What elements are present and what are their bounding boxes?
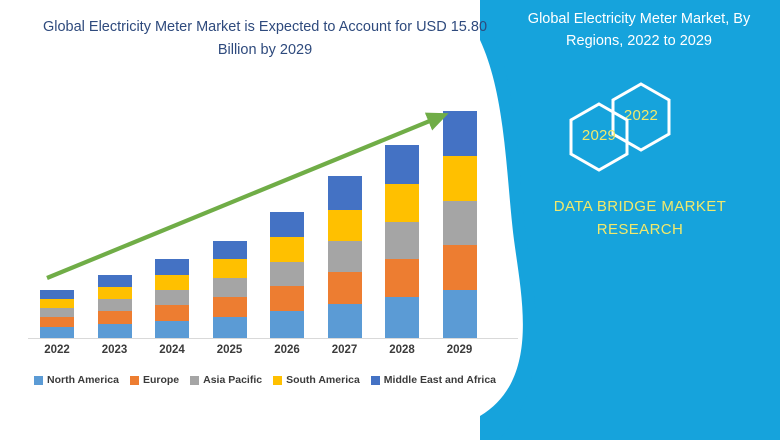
x-axis-tick-2023: 2023 (101, 344, 128, 356)
x-axis-line (28, 338, 518, 339)
legend-label: Middle East and Africa (383, 374, 497, 386)
chart-legend: North America Europe Asia Pacific South Ame… (0, 374, 530, 386)
legend-swatch-icon (129, 375, 139, 385)
bar-segment (385, 259, 419, 297)
bar-segment (40, 327, 74, 338)
bar-segment (270, 262, 304, 286)
x-axis-tick-2028: 2028 (389, 344, 415, 356)
brand-panel-shape (480, 0, 780, 440)
hexagon-2022-label: 2022 (623, 107, 659, 124)
bar-2026 (270, 212, 304, 338)
legend-item-4[interactable]: Middle East and Africa (370, 374, 497, 386)
bar-segment (327, 241, 362, 272)
hexagon-2029-label: 2029 (581, 127, 617, 144)
bar-segment (40, 290, 74, 299)
bar-segment (442, 290, 477, 338)
bar-segment (97, 275, 132, 287)
hexagon-badge-group: 2022 2029 (550, 82, 750, 176)
x-axis-tick-2029: 2029 (446, 344, 473, 356)
bar-segment (155, 275, 189, 290)
bar-segment (155, 321, 189, 338)
bar-segment (327, 304, 362, 338)
hexagon-icon (611, 82, 671, 152)
bar-segment (97, 324, 132, 338)
bar-segment (40, 317, 74, 327)
legend-label: Europe (142, 374, 180, 386)
bar-segment (212, 317, 247, 338)
brand-title: Global Electricity Meter Market, By Regi… (527, 11, 751, 50)
bar-segment (155, 305, 189, 321)
bar-segment (270, 286, 304, 311)
bar-segment (97, 287, 132, 299)
bar-2024 (155, 259, 189, 338)
bar-segment (385, 297, 419, 338)
bar-segment (385, 184, 419, 222)
legend-item-0[interactable]: North America (33, 374, 119, 386)
bar-segment (327, 272, 362, 304)
bar-segment (270, 311, 304, 338)
bar-segment (270, 237, 304, 262)
hexagon-2022: 2022 (610, 82, 672, 152)
bar-segment (385, 145, 419, 184)
bar-segment (442, 111, 477, 156)
bar-segment (442, 156, 477, 201)
bar-segment (212, 297, 247, 317)
bar-segment (40, 308, 74, 317)
bar-2022 (40, 290, 74, 338)
legend-swatch-icon (33, 375, 43, 385)
x-axis-labels: 2022 2023 2024 2025 2026 2027 2028 2029 (0, 344, 540, 366)
bar-segment (155, 259, 189, 275)
legend-label: North America (46, 374, 119, 386)
bar-2023 (97, 275, 132, 338)
bar-2027 (327, 176, 362, 338)
legend-swatch-icon (370, 375, 380, 385)
bar-segment (97, 299, 132, 311)
hexagon-icon (569, 102, 629, 172)
bar-segment (212, 241, 247, 259)
legend-swatch-icon (190, 375, 200, 385)
bar-segment (97, 311, 132, 324)
x-axis-tick-2024: 2024 (159, 344, 185, 356)
bar-segment (442, 201, 477, 245)
legend-label: Asia Pacific (203, 374, 263, 386)
brand-panel: Global Electricity Meter Market, By Regi… (480, 0, 780, 440)
bar-2025 (212, 241, 247, 338)
bar-segment (155, 290, 189, 305)
legend-item-3[interactable]: South America (273, 374, 360, 386)
bar-segment (327, 176, 362, 210)
legend-label: South America (286, 374, 360, 386)
bar-segment (385, 222, 419, 259)
x-axis-tick-2022: 2022 (44, 344, 70, 356)
legend-item-1[interactable]: Europe (129, 374, 180, 386)
bar-2029 (442, 111, 477, 338)
chart-title: Global Electricity Meter Market is Expec… (42, 19, 488, 59)
bar-segment (212, 278, 247, 297)
bar-segment (40, 299, 74, 308)
legend-item-2[interactable]: Asia Pacific (190, 374, 262, 386)
bar-segment (442, 245, 477, 290)
x-axis-tick-2027: 2027 (331, 344, 358, 356)
brand-content: Global Electricity Meter Market, By Regi… (480, 0, 780, 440)
legend-swatch-icon (273, 375, 283, 385)
x-axis-tick-2025: 2025 (216, 344, 243, 356)
bar-segment (270, 212, 304, 237)
bar-2028 (385, 145, 419, 338)
brand-name: DATA BRIDGE MARKET RESEARCH (553, 198, 727, 238)
chart-plot-area: 2022 2023 2024 2025 2026 2027 2028 2029 (0, 111, 540, 366)
bar-segment (327, 210, 362, 241)
x-axis-tick-2026: 2026 (274, 344, 300, 356)
stacked-bars (40, 111, 477, 338)
bar-segment (212, 259, 247, 278)
hexagon-2029: 2029 (568, 102, 630, 172)
